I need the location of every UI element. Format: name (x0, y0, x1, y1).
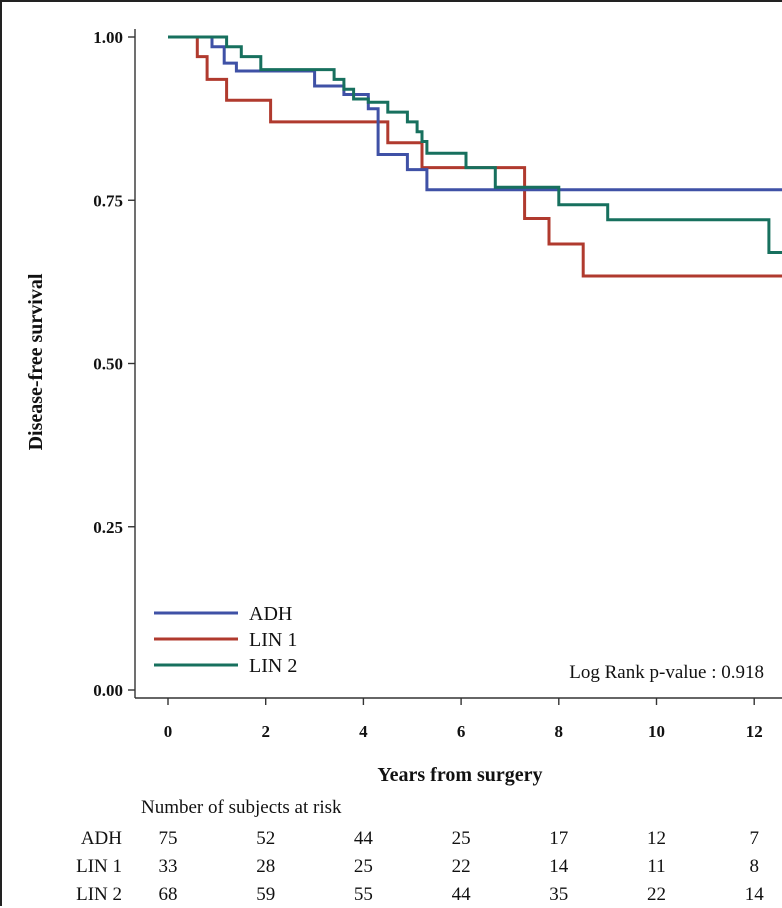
legend-label: ADH (249, 603, 292, 625)
risk-count: 52 (256, 828, 275, 849)
risk-count: 55 (354, 884, 373, 905)
survival-curve-lin-2 (168, 35, 782, 254)
risk-count: 7 (749, 828, 759, 849)
x-tick-label: 12 (746, 722, 763, 741)
risk-row-label: LIN 2 (76, 884, 122, 905)
survival-curve-lin-1 (168, 35, 782, 278)
legend-label: LIN 2 (249, 655, 297, 677)
y-tick-label: 0.75 (93, 191, 123, 210)
log-rank-annotation: Log Rank p-value : 0.918 (569, 662, 764, 683)
risk-count: 68 (159, 884, 178, 905)
risk-count: 14 (745, 884, 765, 905)
x-tick-label: 0 (164, 722, 173, 741)
risk-count: 14 (549, 856, 569, 877)
y-tick-label: 1.00 (93, 28, 123, 47)
risk-count: 8 (749, 856, 759, 877)
risk-table: Number of subjects at risk ADH 75 52 44 25 17… (76, 797, 764, 905)
risk-count: 28 (256, 856, 275, 877)
risk-table-title: Number of subjects at risk (141, 797, 342, 818)
x-tick-label: 8 (555, 722, 564, 741)
risk-count: 12 (647, 828, 666, 849)
risk-count: 59 (256, 884, 275, 905)
risk-count: 25 (452, 828, 471, 849)
risk-count: 44 (354, 828, 374, 849)
risk-count: 25 (354, 856, 373, 877)
risk-count: 33 (159, 856, 178, 877)
risk-row-label: ADH (81, 828, 122, 849)
x-axis-title: Years from surgery (377, 764, 542, 786)
y-tick-label: 0.25 (93, 518, 123, 537)
risk-count: 75 (159, 828, 178, 849)
risk-count: 17 (549, 828, 568, 849)
survival-curve-adh (168, 35, 782, 261)
risk-row-label: LIN 1 (76, 856, 122, 877)
y-axis-title: Disease-free survival (25, 273, 47, 450)
axes-group: 0.00 0.25 0.50 0.75 1.00 0 2 4 6 8 10 12 (93, 28, 782, 741)
x-tick-label: 6 (457, 722, 466, 741)
legend-label: LIN 1 (249, 629, 297, 651)
risk-count: 35 (549, 884, 568, 905)
risk-count: 22 (452, 856, 471, 877)
risk-count: 11 (647, 856, 665, 877)
risk-count: 22 (647, 884, 666, 905)
x-tick-label: 10 (648, 722, 665, 741)
y-tick-label: 0.00 (93, 681, 123, 700)
x-tick-label: 4 (359, 722, 368, 741)
x-tick-label: 2 (261, 722, 270, 741)
risk-count: 44 (452, 884, 472, 905)
legend: ADH LIN 1 LIN 2 (154, 603, 297, 677)
y-tick-label: 0.50 (93, 355, 123, 374)
series-group (168, 35, 782, 278)
